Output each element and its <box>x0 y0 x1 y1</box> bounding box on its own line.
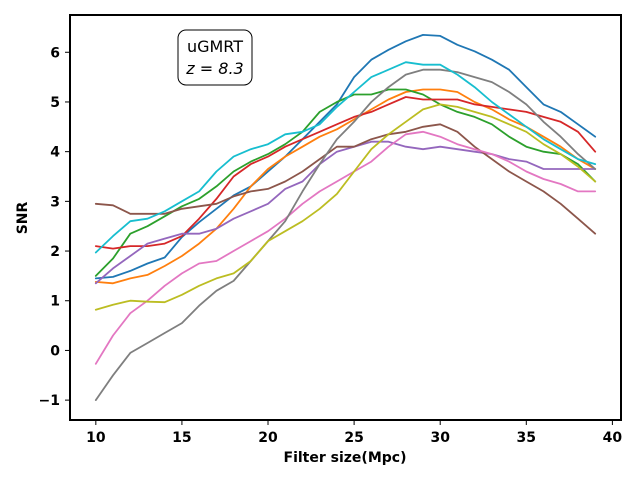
series-line-5 <box>94 140 597 285</box>
y-tick-label: 4 <box>50 145 60 161</box>
y-tick-label: 3 <box>50 194 60 210</box>
series-layer <box>94 34 597 402</box>
x-tick-label: 20 <box>258 430 278 446</box>
annotation-instrument: uGMRT <box>187 37 243 56</box>
y-tick-label: 5 <box>50 95 60 111</box>
series-line-2 <box>94 88 597 285</box>
series-line-1 <box>94 34 597 280</box>
series-line-10 <box>94 61 597 254</box>
y-tick-label: −1 <box>39 393 60 409</box>
series-line-9 <box>94 103 597 311</box>
x-tick-label: 40 <box>603 430 623 446</box>
annotation-box: uGMRT z = 8.3 <box>177 29 253 86</box>
x-axis-label: Filter size(Mpc) <box>284 450 407 466</box>
series-line-4 <box>94 96 597 250</box>
x-tick-label: 25 <box>344 430 363 446</box>
series-line-8 <box>94 68 597 402</box>
x-axis-ticks: 10 15 20 25 30 35 40 <box>86 420 622 446</box>
y-axis-label: SNR <box>15 201 31 234</box>
series-line-6 <box>94 123 597 235</box>
plot-frame <box>69 14 622 421</box>
annotation-box-frame <box>177 29 253 86</box>
y-tick-label: 6 <box>50 45 60 61</box>
x-tick-label: 35 <box>517 430 536 446</box>
y-axis-ticks: −1 0 1 2 3 4 5 6 <box>39 45 70 409</box>
series-line-7 <box>94 130 597 365</box>
x-tick-label: 10 <box>86 430 106 446</box>
series-line-3 <box>94 88 597 277</box>
x-tick-label: 15 <box>172 430 191 446</box>
y-tick-label: 2 <box>50 244 60 260</box>
y-tick-label: 0 <box>50 343 60 359</box>
x-tick-label: 30 <box>430 430 450 446</box>
y-tick-label: 1 <box>50 294 60 310</box>
annotation-redshift: z = 8.3 <box>185 59 243 78</box>
